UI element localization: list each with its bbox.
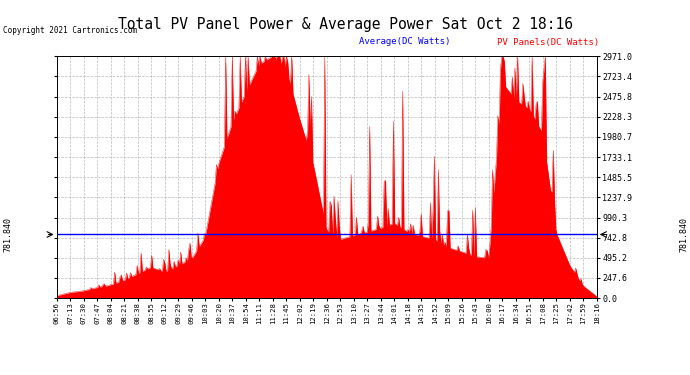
Text: Average(DC Watts): Average(DC Watts) <box>359 38 450 46</box>
Text: Total PV Panel Power & Average Power Sat Oct 2 18:16: Total PV Panel Power & Average Power Sat… <box>117 17 573 32</box>
Text: Copyright 2021 Cartronics.com: Copyright 2021 Cartronics.com <box>3 26 137 35</box>
Text: 781.840: 781.840 <box>680 217 689 252</box>
Text: PV Panels(DC Watts): PV Panels(DC Watts) <box>497 38 599 46</box>
Text: 781.840: 781.840 <box>3 217 12 252</box>
